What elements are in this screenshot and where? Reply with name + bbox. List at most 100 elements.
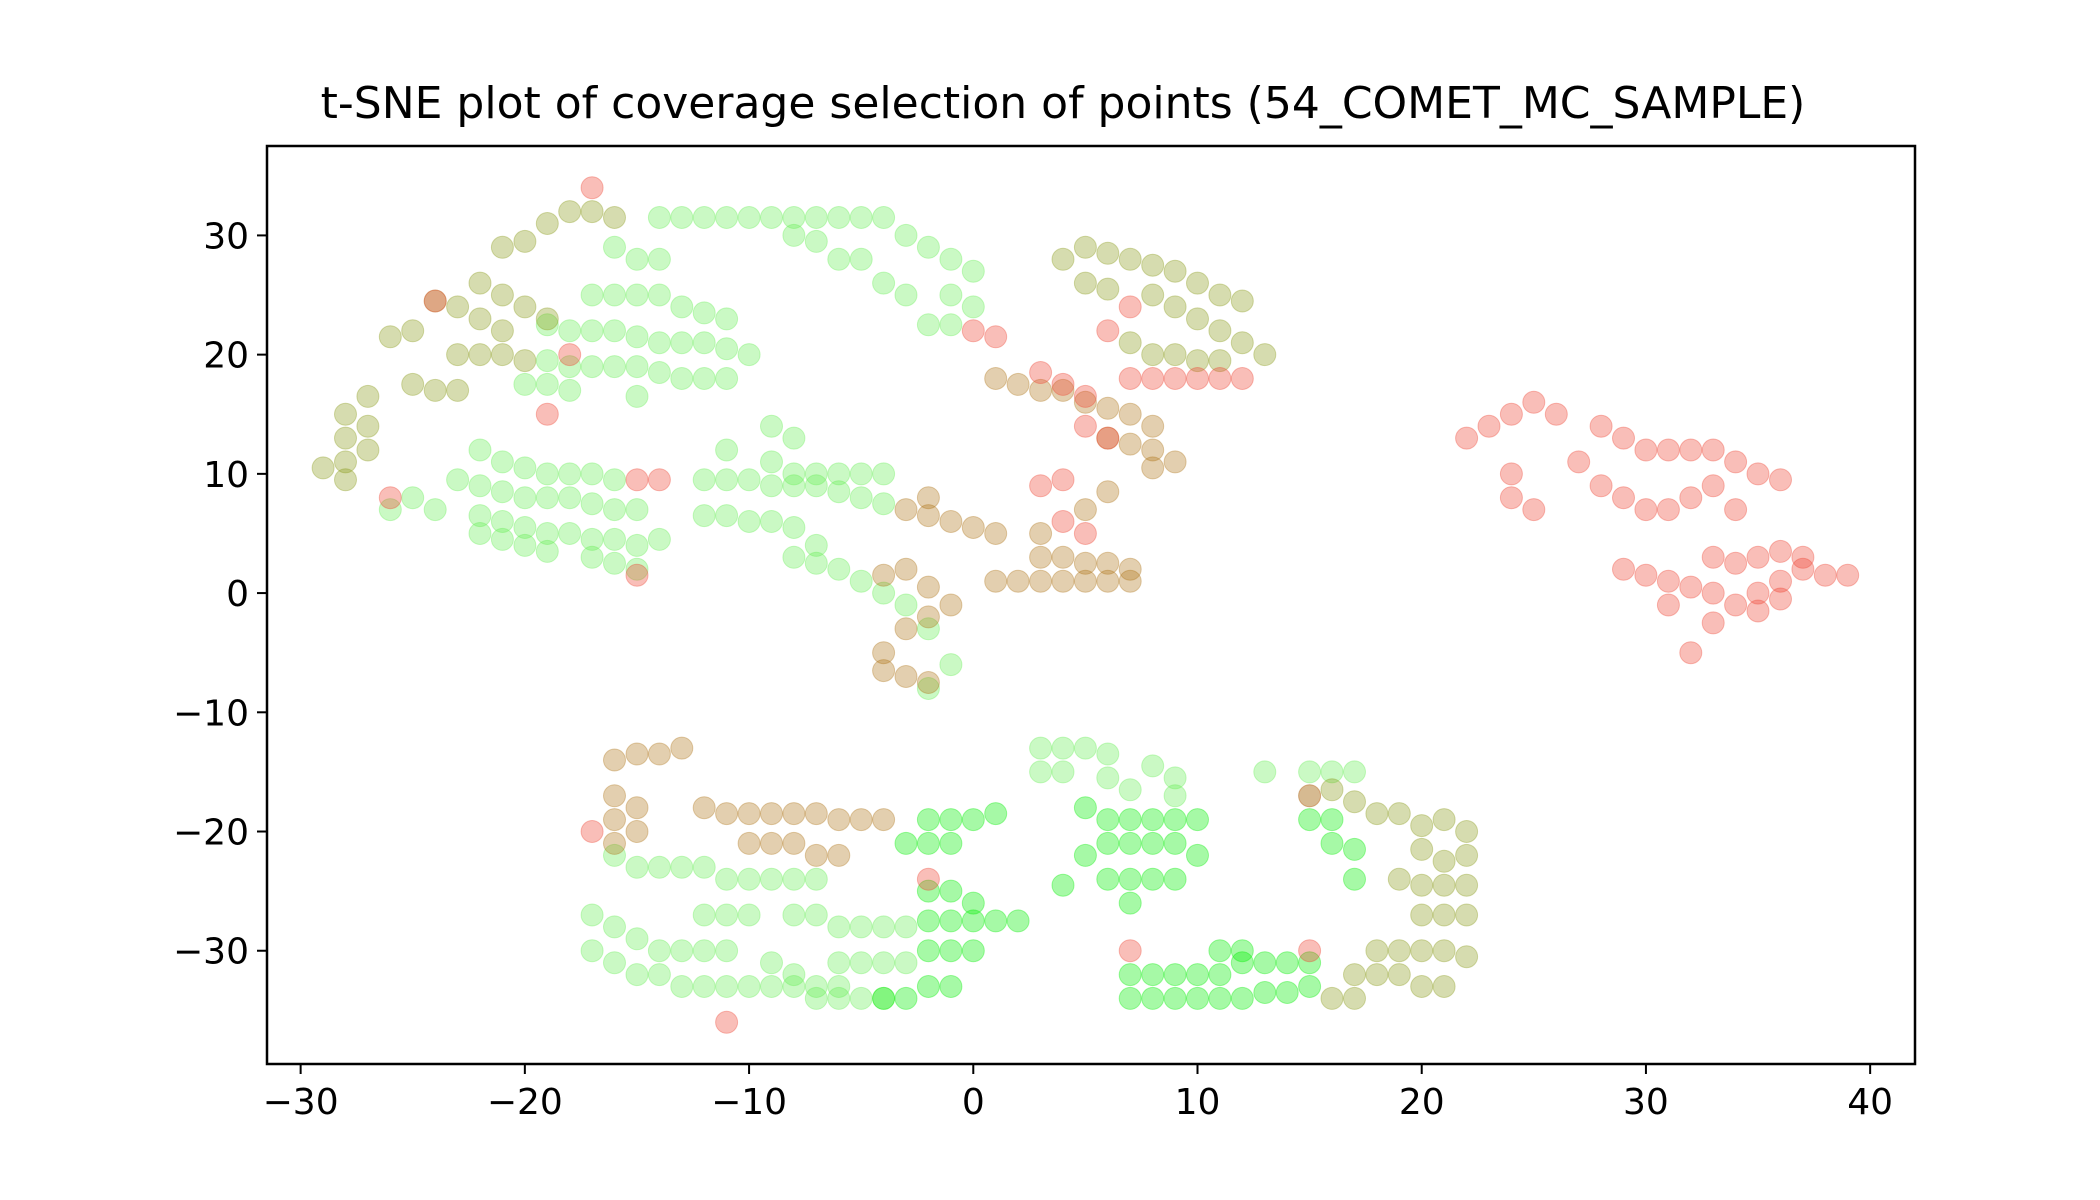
data-point-light_green-142 bbox=[580, 903, 604, 927]
data-point-light_green-73 bbox=[625, 498, 649, 522]
data-point-light_green-180 bbox=[760, 951, 783, 975]
data-point-brown-27 bbox=[1118, 557, 1142, 581]
data-point-light_green-50 bbox=[647, 361, 671, 384]
data-point-light_green-55 bbox=[535, 372, 559, 396]
data-point-olive-61 bbox=[1432, 849, 1456, 873]
data-point-light_green-129 bbox=[1096, 742, 1120, 766]
data-point-red-1 bbox=[423, 289, 447, 313]
data-point-light_green-171 bbox=[692, 903, 716, 927]
data-point-red-36 bbox=[1522, 390, 1546, 414]
data-point-light_green-119 bbox=[827, 557, 851, 581]
data-point-bright_green-16 bbox=[939, 939, 963, 963]
data-point-light_green-140 bbox=[1343, 760, 1366, 784]
data-point-light_green-8 bbox=[760, 206, 783, 229]
data-point-light_green-165 bbox=[692, 855, 716, 879]
data-point-bright_green-58 bbox=[1275, 981, 1299, 1004]
data-point-red-37 bbox=[1544, 402, 1568, 426]
data-point-light_green-149 bbox=[580, 939, 604, 963]
data-point-red-77 bbox=[1769, 587, 1792, 611]
data-point-light_green-181 bbox=[782, 963, 806, 987]
data-point-bright_green-11 bbox=[939, 909, 963, 933]
data-point-olive-12 bbox=[468, 307, 492, 331]
data-point-light_green-41 bbox=[670, 331, 694, 355]
data-point-light_green-105 bbox=[760, 474, 783, 498]
data-point-red-10 bbox=[916, 867, 940, 891]
data-point-brown-39 bbox=[1096, 426, 1120, 450]
y-tick-label: 10 bbox=[203, 455, 249, 496]
data-point-olive-32 bbox=[1073, 235, 1097, 259]
data-point-light_green-100 bbox=[849, 462, 873, 486]
data-point-bright_green-1 bbox=[916, 831, 940, 855]
data-point-light_green-0 bbox=[603, 235, 626, 259]
data-point-olive-35 bbox=[1073, 271, 1097, 295]
data-point-light_green-47 bbox=[580, 355, 604, 379]
x-tick-label: 40 bbox=[1847, 1082, 1893, 1123]
data-point-bright_green-62 bbox=[1320, 831, 1344, 855]
data-point-bright_green-14 bbox=[1006, 909, 1030, 933]
data-point-light_green-31 bbox=[647, 283, 671, 307]
data-point-light_green-120 bbox=[849, 569, 873, 593]
data-point-light_green-71 bbox=[580, 492, 604, 516]
data-point-olive-73 bbox=[1432, 939, 1456, 963]
data-point-red-15 bbox=[984, 325, 1008, 349]
data-point-brown-25 bbox=[1073, 551, 1097, 575]
data-point-brown-46 bbox=[647, 742, 671, 766]
data-point-brown-11 bbox=[894, 617, 918, 641]
data-point-olive-74 bbox=[1455, 945, 1479, 969]
data-point-light_green-68 bbox=[513, 486, 537, 510]
data-point-olive-60 bbox=[1410, 837, 1434, 861]
data-point-light_green-163 bbox=[647, 855, 671, 879]
data-point-olive-59 bbox=[1455, 820, 1479, 843]
data-point-light_green-11 bbox=[827, 206, 851, 229]
data-point-olive-34 bbox=[1118, 247, 1142, 271]
data-point-brown-55 bbox=[737, 802, 761, 826]
y-tick-label: 20 bbox=[203, 336, 249, 377]
data-point-light_green-61 bbox=[535, 462, 559, 486]
data-point-light_green-18 bbox=[782, 223, 806, 247]
data-point-olive-37 bbox=[1141, 253, 1165, 277]
data-point-light_green-143 bbox=[603, 915, 626, 939]
data-point-light_green-124 bbox=[939, 653, 963, 677]
data-point-olive-64 bbox=[1410, 873, 1434, 897]
data-point-light_green-184 bbox=[849, 986, 873, 1010]
data-point-bright_green-4 bbox=[939, 808, 963, 832]
data-point-bright_green-20 bbox=[872, 986, 896, 1010]
data-point-bright_green-57 bbox=[1253, 981, 1277, 1004]
data-point-light_green-56 bbox=[558, 378, 582, 402]
data-point-light_green-106 bbox=[782, 474, 806, 498]
data-point-red-3 bbox=[535, 402, 559, 426]
data-point-light_green-25 bbox=[961, 295, 985, 319]
data-point-red-20 bbox=[1096, 426, 1120, 450]
x-tick-label: 20 bbox=[1399, 1082, 1445, 1123]
data-point-light_green-45 bbox=[535, 349, 559, 373]
data-point-red-78 bbox=[1679, 641, 1703, 665]
data-point-olive-30 bbox=[446, 378, 470, 402]
data-point-brown-30 bbox=[1029, 522, 1053, 545]
data-point-bright_green-46 bbox=[1253, 951, 1277, 975]
data-point-red-26 bbox=[1230, 367, 1254, 390]
data-point-light_green-157 bbox=[760, 975, 783, 998]
data-point-red-19 bbox=[1073, 414, 1097, 438]
data-point-red-52 bbox=[1612, 486, 1635, 510]
data-point-olive-66 bbox=[1455, 873, 1479, 897]
data-point-bright_green-29 bbox=[1118, 831, 1142, 855]
data-point-light_green-123 bbox=[916, 617, 940, 641]
data-point-red-39 bbox=[1499, 486, 1523, 510]
data-point-light_green-17 bbox=[961, 259, 985, 283]
data-point-bright_green-43 bbox=[1186, 963, 1209, 987]
data-point-light_green-2 bbox=[647, 247, 671, 271]
data-point-light_green-43 bbox=[715, 337, 739, 361]
data-point-red-38 bbox=[1499, 462, 1523, 486]
data-point-olive-21 bbox=[334, 402, 357, 426]
data-point-olive-56 bbox=[1387, 802, 1411, 826]
data-point-olive-2 bbox=[603, 206, 626, 229]
data-point-light_green-130 bbox=[1029, 760, 1053, 784]
data-point-red-46 bbox=[1679, 438, 1703, 462]
data-point-brown-56 bbox=[760, 802, 783, 826]
data-point-red-66 bbox=[1791, 557, 1815, 581]
data-point-light_green-122 bbox=[894, 593, 918, 617]
data-point-bright_green-61 bbox=[1320, 808, 1344, 832]
data-point-light_green-147 bbox=[692, 939, 716, 963]
data-point-olive-9 bbox=[535, 307, 559, 331]
x-tick-label: 0 bbox=[962, 1082, 985, 1123]
